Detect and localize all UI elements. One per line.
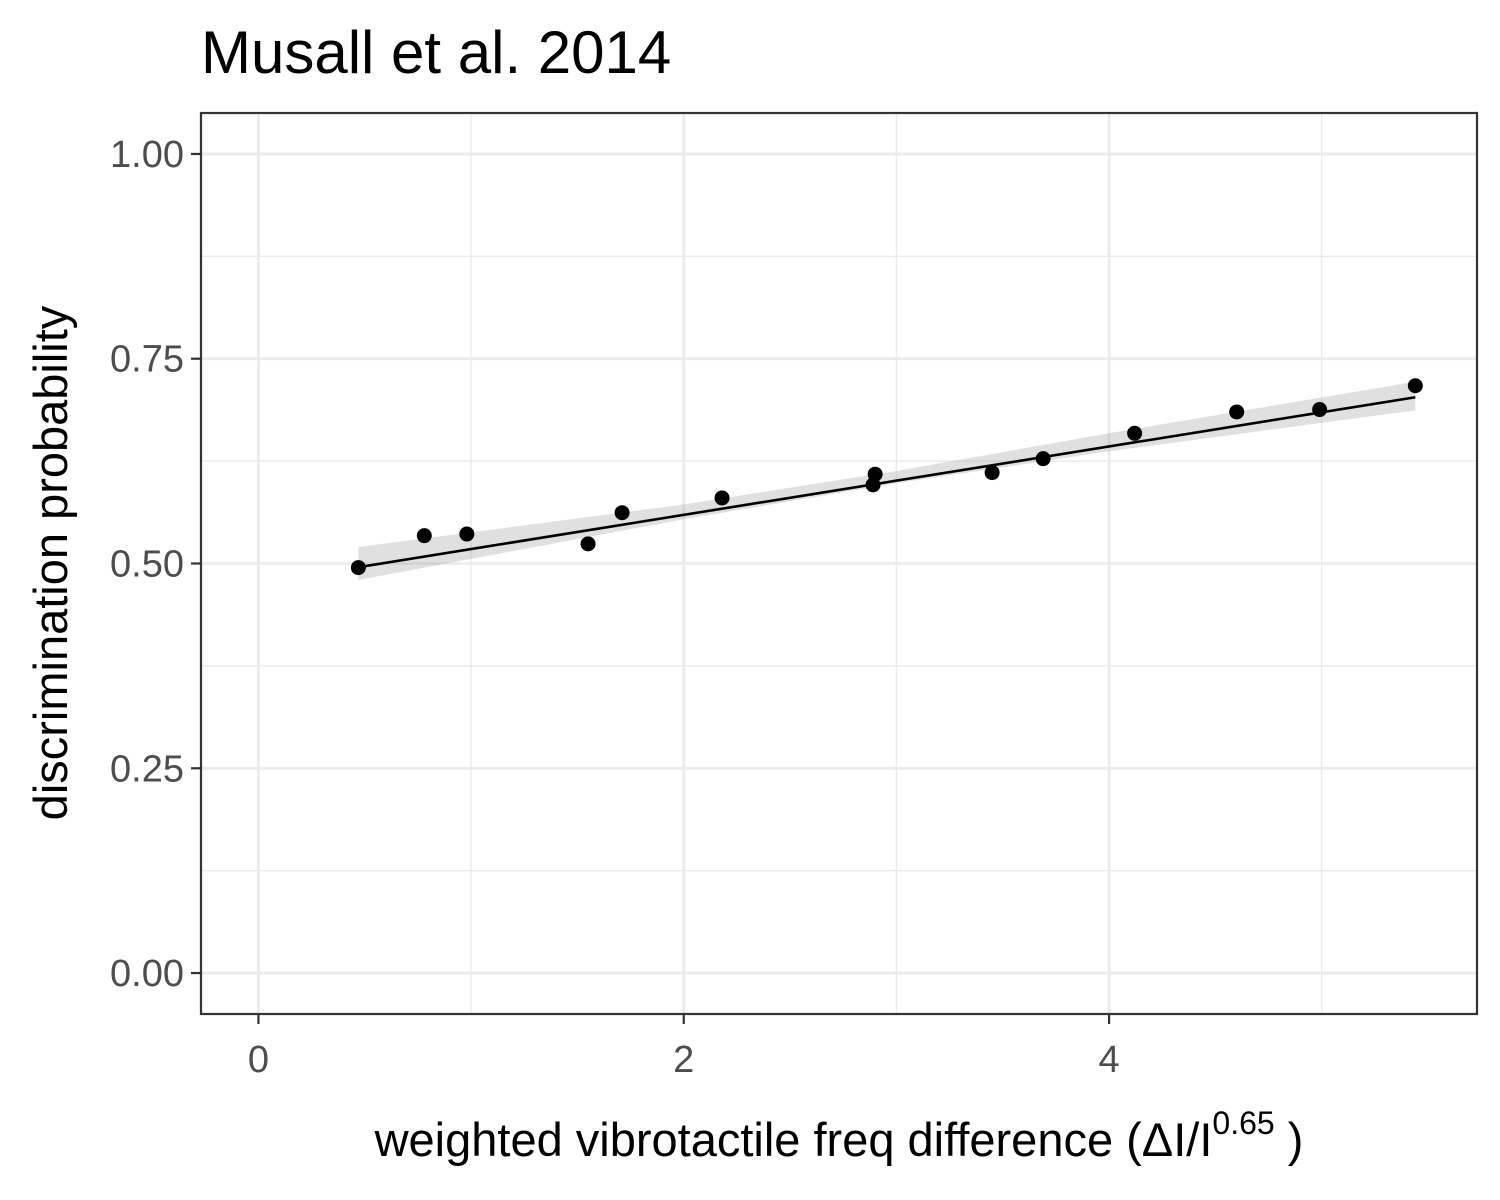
confidence-band-layer [358, 381, 1416, 580]
fit-line [358, 395, 1416, 569]
data-point [714, 490, 730, 506]
x-axis-title-suffix: ) [1275, 1113, 1304, 1166]
major-gridlines [201, 113, 1477, 1014]
x-axis: 0 2 4 [248, 1014, 1120, 1081]
chart-title: Musall et al. 2014 [201, 19, 671, 86]
y-tick-label: 0.75 [110, 339, 184, 381]
x-tick-label: 0 [248, 1039, 269, 1081]
y-axis-title: discrimination probability [24, 305, 77, 820]
data-point [350, 560, 366, 576]
data-points [350, 378, 1423, 576]
data-point [1407, 378, 1423, 394]
y-tick-label: 1.00 [110, 134, 184, 176]
confidence-band [358, 381, 1416, 580]
data-point [614, 505, 630, 521]
y-tick-label: 0.50 [110, 544, 184, 586]
x-tick-label: 2 [673, 1039, 694, 1081]
fit-line-layer [358, 395, 1416, 569]
plot-panel [199, 111, 1479, 1016]
data-point [984, 465, 1000, 481]
x-axis-title: weighted vibrotactile freq difference (Δ… [374, 1105, 1304, 1166]
x-axis-title-main: weighted vibrotactile freq difference (Δ… [374, 1113, 1213, 1166]
data-point [416, 528, 432, 544]
data-point [1312, 402, 1328, 418]
x-tick-label: 4 [1099, 1039, 1120, 1081]
data-point [1127, 425, 1143, 441]
y-tick-label: 0.25 [110, 748, 184, 790]
y-axis: 0.00 0.25 0.50 0.75 1.00 [110, 134, 201, 995]
x-axis-title-superscript: 0.65 [1212, 1105, 1274, 1141]
data-point [1229, 404, 1245, 420]
y-tick-label: 0.00 [110, 953, 184, 995]
data-point [580, 536, 596, 552]
data-point [459, 526, 475, 542]
data-point [1035, 451, 1051, 467]
data-point [867, 466, 883, 482]
